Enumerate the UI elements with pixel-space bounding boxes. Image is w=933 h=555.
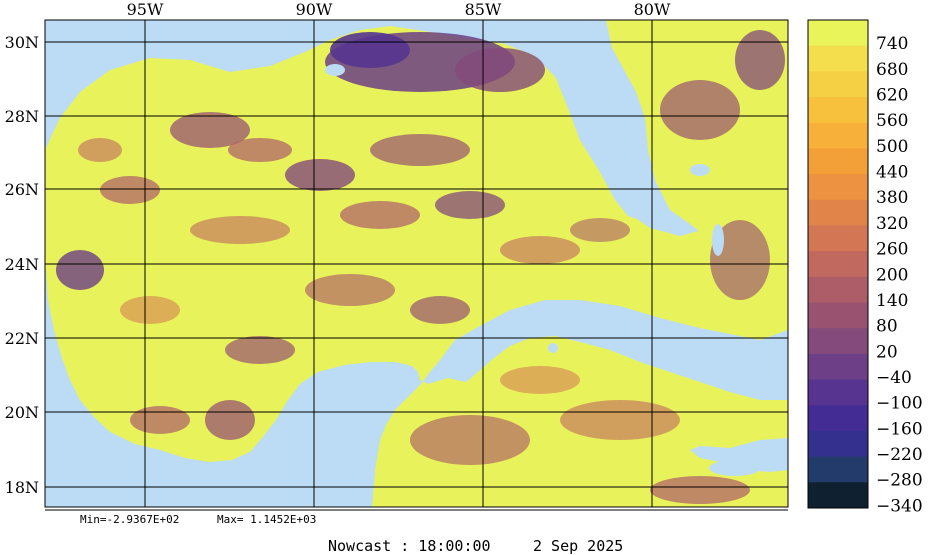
legend-band [808,71,868,98]
field-patches [56,30,785,504]
legend-label: 380 [876,188,908,208]
legend-band [808,225,868,252]
legend-band [808,302,868,329]
latitude-label: 28N [5,107,39,126]
legend-band [808,353,868,381]
legend-label: −160 [876,419,923,439]
legend-label: 20 [876,342,898,362]
legend-band [808,199,868,226]
legend-label: 680 [876,60,908,80]
longitude-label: 95W [127,0,164,19]
cuba [494,306,788,380]
lat-lon-grid [45,20,788,507]
legend-label: 500 [876,137,908,157]
latitude-label: 22N [5,329,39,348]
legend-band [808,251,868,278]
color-legend: 740 680 620 560 500 440 380 320 260 200 140 80 20 −40… [808,20,923,516]
legend-label: 620 [876,85,908,105]
latitude-label: 24N [5,255,39,274]
legend-label: 140 [876,291,908,311]
legend-band [808,405,868,432]
legend-band [808,276,868,304]
legend-label: 560 [876,111,908,131]
florida-peninsula [556,20,655,220]
legend-label: −100 [876,394,923,414]
legend-label: 440 [876,163,908,183]
max-value-label: Max= 1.1452E+03 [217,513,316,526]
latitude-label: 26N [5,180,39,199]
latitude-labels: 30N 28N 26N 24N 22N 20N 18N [5,33,39,497]
legend-band [808,430,868,458]
legend-band [808,379,868,406]
min-value-label: Min=-2.9367E+02 [80,513,179,526]
legend-label: 260 [876,240,908,260]
legend-band [808,328,868,355]
legend-band [808,122,868,149]
longitude-label: 90W [296,0,333,19]
longitude-label: 80W [634,0,671,19]
legend-label: 80 [876,317,898,337]
legend-label: 320 [876,214,908,234]
legend-label: −280 [876,471,923,491]
map-frame [44,19,789,508]
longitude-label: 85W [465,0,502,19]
latitude-label: 18N [5,478,39,497]
legend-label: −220 [876,445,923,465]
map-panel[interactable] [45,20,788,507]
legend-band [808,20,868,47]
legend-band [808,174,868,201]
longitude-labels: 95W 90W 85W 80W [127,0,671,19]
yucatan [45,362,418,507]
legend-label: −40 [876,368,912,388]
legend-band [808,482,868,509]
latitude-label: 30N [5,33,39,52]
legend-band [808,97,868,124]
legend-band [808,45,868,72]
latitude-label: 20N [5,403,39,422]
legend-label: −340 [876,496,923,516]
legend-band [808,148,868,175]
nowcast-time-label: Nowcast : 18:00:00 [328,537,491,555]
nowcast-date-label: 2 Sep 2025 [533,537,623,555]
legend-label: 740 [876,34,908,54]
legend-frame [807,19,869,509]
legend-band [808,456,868,483]
land-masks [45,20,788,507]
legend-label: 200 [876,265,908,285]
